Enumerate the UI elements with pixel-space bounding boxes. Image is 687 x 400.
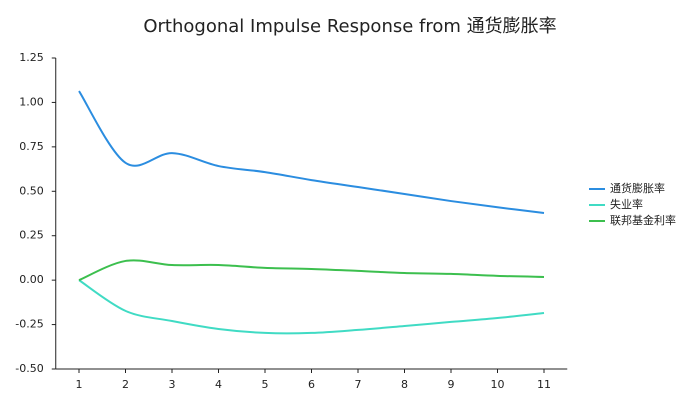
x-tick-label: 8	[401, 378, 408, 391]
x-tick-label: 10	[491, 378, 505, 391]
x-tick-label: 7	[355, 378, 362, 391]
x-tick-label: 11	[537, 378, 551, 391]
x-tick-label: 1	[76, 378, 83, 391]
legend-label: 失业率	[610, 197, 643, 211]
y-tick-label: 0.25	[19, 229, 44, 242]
y-tick-label: 1.25	[19, 51, 44, 64]
series-line	[78, 90, 545, 214]
x-tick-label: 2	[122, 378, 129, 391]
y-tick-label: 0.50	[19, 184, 44, 197]
legend-label: 联邦基金利率	[610, 213, 676, 227]
series-line	[78, 259, 545, 282]
y-tick-label: -0.25	[15, 318, 43, 331]
x-tick-label: 3	[169, 378, 176, 391]
x-tick-label: 5	[262, 378, 269, 391]
legend-label: 通货膨胀率	[610, 181, 665, 195]
y-tick-label: 1.00	[19, 95, 44, 108]
y-tick-label: 0.75	[19, 140, 44, 153]
series-line	[78, 279, 545, 335]
y-tick-label: 0.00	[19, 273, 44, 286]
y-tick-label: -0.50	[15, 362, 43, 375]
chart-title: Orthogonal Impulse Response from 通货膨胀率	[143, 16, 556, 37]
x-tick-label: 6	[308, 378, 315, 391]
x-tick-label: 4	[215, 378, 222, 391]
x-tick-label: 9	[448, 378, 455, 391]
